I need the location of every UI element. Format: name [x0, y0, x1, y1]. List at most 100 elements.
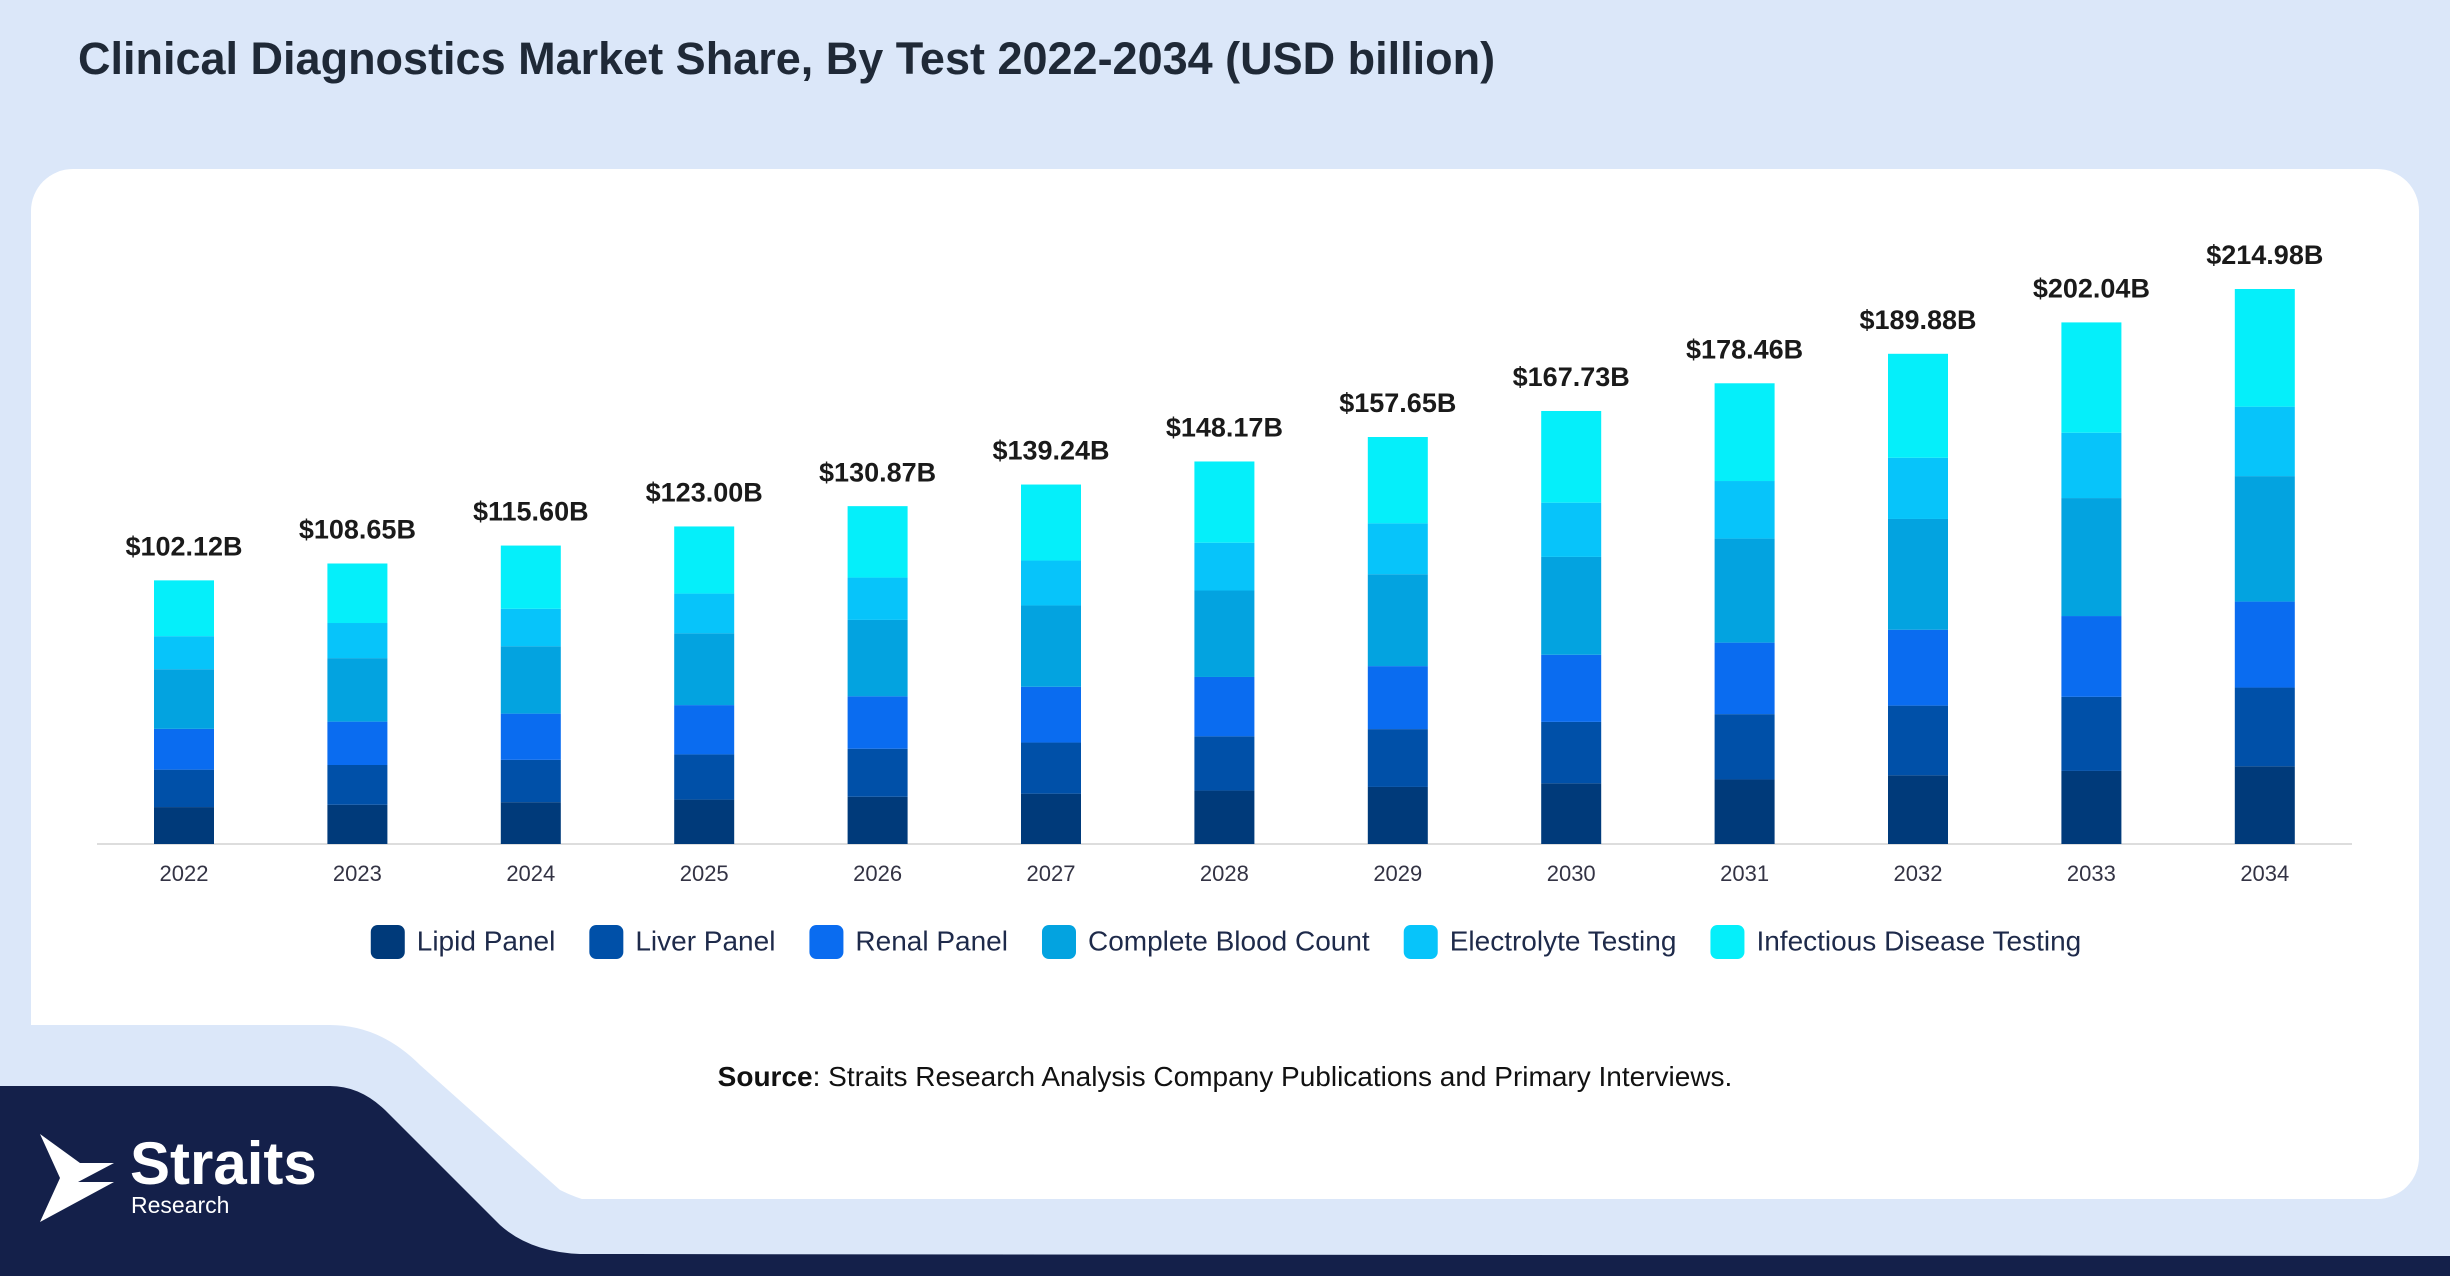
- bar-segment: [1714, 779, 1775, 844]
- bar-segment: [847, 696, 908, 749]
- bar-segment: [154, 636, 214, 670]
- bar-segment: [1541, 410, 1602, 503]
- legend-swatch: [1041, 925, 1076, 959]
- legend-label: Renal Panel: [855, 925, 1008, 956]
- bar-segment: [2234, 289, 2295, 407]
- total-label: $167.73B: [1513, 362, 1630, 392]
- total-label: $108.65B: [299, 515, 416, 545]
- bar-segment: [674, 593, 735, 634]
- bar-segment: [1367, 523, 1428, 575]
- card-notch: [0, 1025, 2450, 1276]
- bar-segment: [1888, 457, 1948, 519]
- total-label: $139.24B: [992, 436, 1109, 466]
- bar-segment: [1367, 729, 1428, 787]
- x-tick-label: 2026: [853, 861, 902, 886]
- bar-segment: [674, 799, 735, 844]
- total-label: $148.17B: [1166, 413, 1283, 443]
- bar-segment: [847, 796, 908, 844]
- bar-segment: [1888, 705, 1948, 776]
- bar-segment: [1367, 574, 1428, 667]
- bar-segment: [2234, 766, 2295, 844]
- x-tick-label: 2025: [680, 861, 729, 886]
- brand-sub: Research: [131, 1192, 229, 1218]
- bar-segment: [1888, 518, 1948, 630]
- bar-segment: [1021, 793, 1081, 844]
- x-tick-label: 2030: [1547, 861, 1596, 886]
- legend-swatch: [1403, 925, 1438, 959]
- bar-segment: [1194, 461, 1255, 543]
- total-label: $214.98B: [2206, 240, 2323, 270]
- bar-segment: [1021, 686, 1081, 743]
- total-label: $102.12B: [125, 531, 242, 561]
- bar-segment: [1021, 605, 1081, 687]
- bar-segment: [1194, 790, 1255, 844]
- legend-swatch: [1710, 925, 1745, 959]
- bar-segment: [154, 580, 214, 637]
- bar-segment: [1367, 666, 1428, 730]
- legend-label: Electrolyte Testing: [1450, 925, 1677, 956]
- total-label: $189.88B: [1859, 305, 1976, 335]
- brand-name: Straits: [130, 1130, 317, 1197]
- total-label: $178.46B: [1686, 334, 1803, 364]
- bar-segment: [154, 769, 214, 808]
- bar-segment: [1194, 590, 1255, 677]
- bar-segment: [1367, 437, 1428, 524]
- bar-segment: [500, 608, 561, 647]
- bar-segment: [154, 807, 214, 844]
- bar-segment: [847, 619, 908, 697]
- bar-segment: [1714, 383, 1775, 482]
- bar-segment: [327, 563, 388, 624]
- bar-segment: [1367, 786, 1428, 844]
- bar-segment: [327, 765, 388, 805]
- x-tick-label: 2029: [1373, 861, 1422, 886]
- bar-segment: [847, 748, 908, 797]
- x-tick-label: 2033: [2067, 861, 2116, 886]
- bar-segment: [1714, 481, 1775, 539]
- bar-segment: [1714, 642, 1775, 715]
- bar-segment: [1194, 542, 1255, 591]
- bar-segment: [1194, 676, 1255, 737]
- total-label: $157.65B: [1339, 388, 1456, 418]
- legend-swatch: [589, 925, 624, 959]
- legend-swatch: [370, 925, 405, 959]
- bar-segment: [1021, 484, 1081, 561]
- footer-band: [0, 1086, 2450, 1276]
- legend-swatch: [809, 925, 844, 959]
- bar-segment: [2234, 601, 2295, 688]
- legend-label: Complete Blood Count: [1088, 925, 1370, 956]
- legend-label: Infectious Disease Testing: [1756, 925, 2081, 956]
- source-text: : Straits Research Analysis Company Publ…: [813, 1061, 1733, 1092]
- bar-segment: [1541, 721, 1602, 784]
- x-tick-label: 2031: [1720, 861, 1769, 886]
- total-label: $202.04B: [2033, 274, 2150, 304]
- bar-segment: [500, 646, 561, 714]
- bar-segment: [674, 705, 735, 755]
- bar-segment: [1541, 783, 1602, 844]
- source-note: Source: Straits Research Analysis Compan…: [718, 1061, 1733, 1092]
- bar-segment: [500, 759, 561, 803]
- legend-label: Lipid Panel: [417, 925, 556, 956]
- bar-segment: [327, 623, 388, 659]
- bar-segment: [2234, 476, 2295, 602]
- bar-segment: [500, 802, 561, 844]
- total-label: $130.87B: [819, 457, 936, 487]
- bar-segment: [154, 669, 214, 729]
- bar-segment: [1541, 556, 1602, 655]
- total-label: $115.60B: [473, 497, 589, 527]
- bar-segment: [1714, 714, 1775, 780]
- bar-segment: [1021, 742, 1081, 794]
- bar-segment: [2061, 498, 2122, 617]
- bar-segment: [1021, 560, 1081, 606]
- legend-label: Liver Panel: [635, 925, 775, 956]
- bar-segment: [1888, 629, 1948, 706]
- bar-segment: [2061, 322, 2122, 433]
- bar-segment: [2234, 687, 2295, 767]
- x-tick-label: 2022: [160, 861, 209, 886]
- chart-title: Clinical Diagnostics Market Share, By Te…: [78, 33, 1495, 84]
- bar-segment: [2061, 432, 2122, 499]
- logo-mark: [40, 1134, 114, 1222]
- x-tick-label: 2032: [1894, 861, 1943, 886]
- x-tick-label: 2034: [2240, 861, 2289, 886]
